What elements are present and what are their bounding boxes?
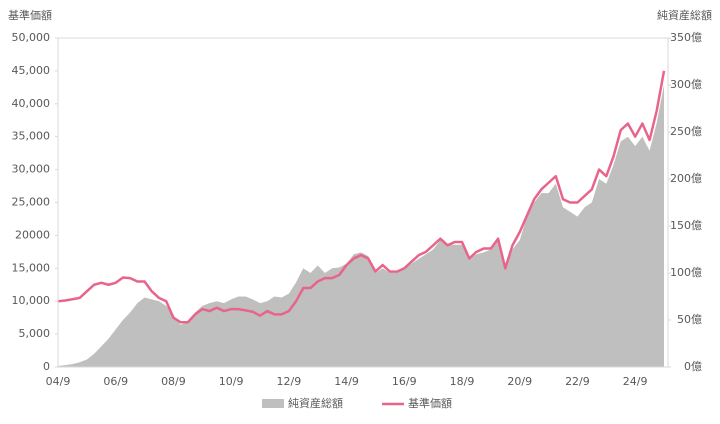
y-tick-label: 15,000	[12, 261, 51, 274]
y-tick-label: 35,000	[12, 130, 51, 143]
y-axis-title: 基準価額	[8, 8, 52, 22]
x-tick-label: 14/9	[334, 375, 359, 388]
line	[57, 70, 666, 324]
x-tick-label: 20/9	[507, 375, 532, 388]
y2-axis-title: 純資産総額	[657, 8, 712, 22]
y2-tick-label: 50億	[677, 313, 702, 326]
y2-tick-label: 300億	[670, 78, 702, 91]
x-tick-label: 08/9	[161, 375, 186, 388]
legend-label: 純資産総額	[288, 396, 343, 410]
plot-border	[57, 37, 669, 368]
x-tick-label: 06/9	[103, 375, 128, 388]
y2-tick-label: 250億	[670, 125, 702, 138]
x-tick-label: 18/9	[450, 375, 475, 388]
y2-tick-label: 0億	[684, 360, 702, 373]
y2-tick-label: 150億	[670, 219, 702, 232]
x-tick-label: 10/9	[219, 375, 244, 388]
y-tick-label: 20000	[15, 228, 50, 241]
y-tick-label: 30,000	[12, 163, 51, 176]
y2-tick-label: 100億	[670, 266, 702, 279]
x-tick-label: 22/9	[565, 375, 590, 388]
y-tick-label: 0	[43, 360, 50, 373]
legend-swatch	[262, 399, 284, 408]
y-tick-label: 45,000	[12, 64, 51, 77]
x-tick-label: 24/9	[623, 375, 648, 388]
y2-tick-label: 350億	[670, 31, 702, 44]
y-tick-label: 50,000	[12, 31, 51, 44]
y-tick-label: 10,000	[12, 294, 51, 307]
legend-label: 基準価額	[408, 396, 452, 410]
y2-tick-label: 200億	[670, 172, 702, 185]
y-tick-label: 40,000	[12, 97, 51, 110]
y-tick-label: 5,000	[19, 327, 51, 340]
y-tick-label: 25,000	[12, 196, 51, 209]
area	[58, 85, 664, 367]
x-tick-label: 16/9	[392, 375, 417, 388]
x-tick-label: 04/9	[46, 375, 71, 388]
x-tick-label: 12/9	[277, 375, 302, 388]
